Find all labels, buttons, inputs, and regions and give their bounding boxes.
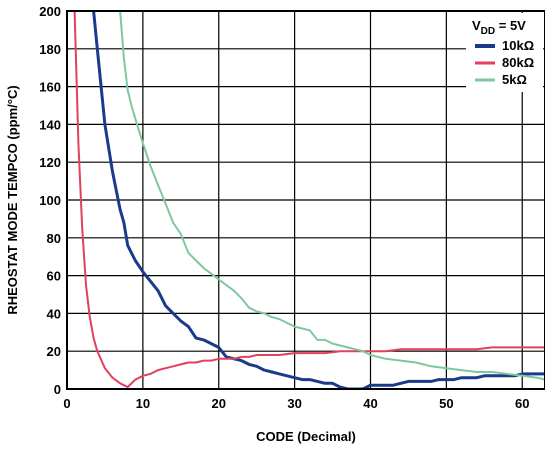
y-tick-label: 120 xyxy=(39,155,61,170)
plot-frame xyxy=(66,10,545,390)
x-tick-labels: 0 10 20 30 40 50 60 xyxy=(63,396,529,411)
series-line-1 xyxy=(73,11,545,389)
y-tick-label: 140 xyxy=(39,117,61,132)
y-tick-label: 60 xyxy=(47,269,61,284)
legend-entry-1: 80kΩ xyxy=(502,55,534,70)
legend-title: VDD = 5V xyxy=(472,18,526,37)
x-tick-label: 40 xyxy=(363,396,377,411)
x-tick-label: 20 xyxy=(212,396,226,411)
x-axis-title: CODE (Decimal) xyxy=(256,429,356,444)
y-tick-label: 20 xyxy=(47,344,61,359)
y-tick-label: 80 xyxy=(47,231,61,246)
legend-title-suffix: = 5V xyxy=(495,18,526,33)
x-tick-label: 0 xyxy=(63,396,70,411)
x-tick-label: 60 xyxy=(515,396,529,411)
series-line-0 xyxy=(92,11,545,389)
legend-title-subscript: DD xyxy=(481,26,495,37)
y-tick-label: 160 xyxy=(39,80,61,95)
y-tick-labels: 0 20 40 60 80 100 120 140 160 180 200 xyxy=(39,4,61,397)
y-tick-label: 200 xyxy=(39,4,61,19)
y-tick-label: 40 xyxy=(47,306,61,321)
series-line-2 xyxy=(119,11,545,381)
legend-entry-0: 10kΩ xyxy=(502,38,534,53)
x-tick-label: 10 xyxy=(136,396,150,411)
y-tick-label: 100 xyxy=(39,193,61,208)
x-tick-label: 30 xyxy=(287,396,301,411)
legend-entry-2: 5kΩ xyxy=(502,72,527,87)
legend: VDD = 5V 10kΩ 80kΩ 5kΩ xyxy=(466,13,543,92)
y-tick-label: 0 xyxy=(54,382,61,397)
legend-title-prefix: V xyxy=(472,18,481,33)
series-layer xyxy=(73,11,545,389)
y-axis-title: RHEOSTAT MODE TEMPCO (ppm/°C) xyxy=(5,85,20,314)
y-tick-label: 180 xyxy=(39,42,61,57)
x-tick-label: 50 xyxy=(439,396,453,411)
